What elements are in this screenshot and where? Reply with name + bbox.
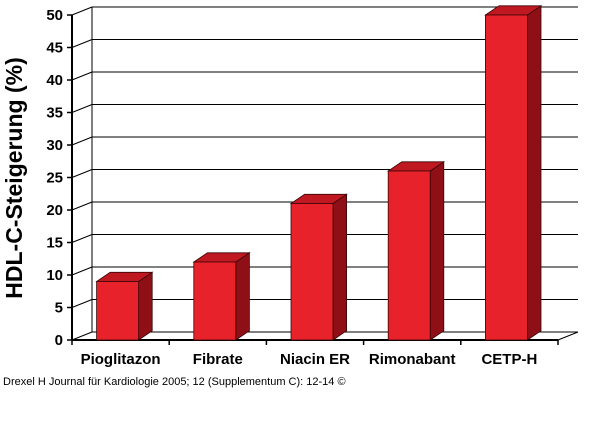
- bar-front-face: [290, 203, 334, 341]
- y-tick-label: 45: [46, 40, 63, 57]
- x-tick-label: CETP-H: [481, 351, 537, 368]
- gridline-side: [71, 136, 93, 146]
- x-tick-label: Niacin ER: [280, 351, 350, 368]
- gridline-side: [71, 299, 93, 308]
- bar: [484, 5, 543, 341]
- bar: [386, 161, 446, 341]
- y-tick-label: 15: [46, 235, 63, 252]
- bar-front-face: [193, 261, 237, 341]
- gridline-side: [71, 266, 93, 276]
- bar-side-face: [332, 193, 348, 341]
- y-tick-label: 50: [46, 7, 63, 24]
- gridline-side: [71, 234, 93, 243]
- y-tick-labels: 0 5 10 15 20 25 30 35 40 45 50: [46, 7, 63, 349]
- bar: [289, 193, 348, 341]
- bar: [192, 252, 251, 341]
- x-tick-label: Rimonabant: [369, 351, 456, 368]
- gridline-side: [71, 169, 93, 178]
- y-tick-label: 30: [46, 137, 63, 154]
- citation-footer: Drexel H Journal für Kardiologie 2005; 1…: [3, 376, 346, 388]
- x-tick-label: Fibrate: [193, 351, 243, 368]
- y-tick-label: 20: [46, 202, 63, 219]
- bars: [95, 5, 543, 341]
- floor-left-edge: [71, 331, 93, 341]
- floor-right-edge: [557, 331, 579, 341]
- bar-front-face: [484, 14, 528, 341]
- x-tick-labels: Pioglitazon Fibrate Niacin ER Rimonabant CET…: [81, 351, 538, 368]
- y-tick-label: 40: [46, 72, 63, 89]
- y-tick-label: 35: [46, 105, 63, 122]
- bar-side-face: [138, 271, 153, 341]
- x-tick-label: Pioglitazon: [81, 351, 161, 368]
- gridline-side: [71, 104, 93, 113]
- gridline-side: [71, 71, 93, 81]
- bar-side-face: [429, 161, 445, 341]
- y-tick-label: 5: [55, 300, 63, 317]
- y-tick-label: 0: [55, 332, 63, 349]
- gridline-side: [71, 6, 93, 16]
- y-tick-label: 10: [46, 267, 63, 284]
- bar: [95, 271, 154, 341]
- gridline-side: [71, 39, 93, 48]
- y-axis-title: HDL-C-Steigerung (%): [1, 57, 27, 298]
- bar-front-face: [387, 170, 431, 341]
- bar-front-face: [96, 281, 139, 341]
- bar-side-face: [235, 252, 250, 341]
- gridline-side: [71, 201, 93, 211]
- y-tick-label: 25: [46, 170, 63, 187]
- bar-side-face: [527, 5, 542, 341]
